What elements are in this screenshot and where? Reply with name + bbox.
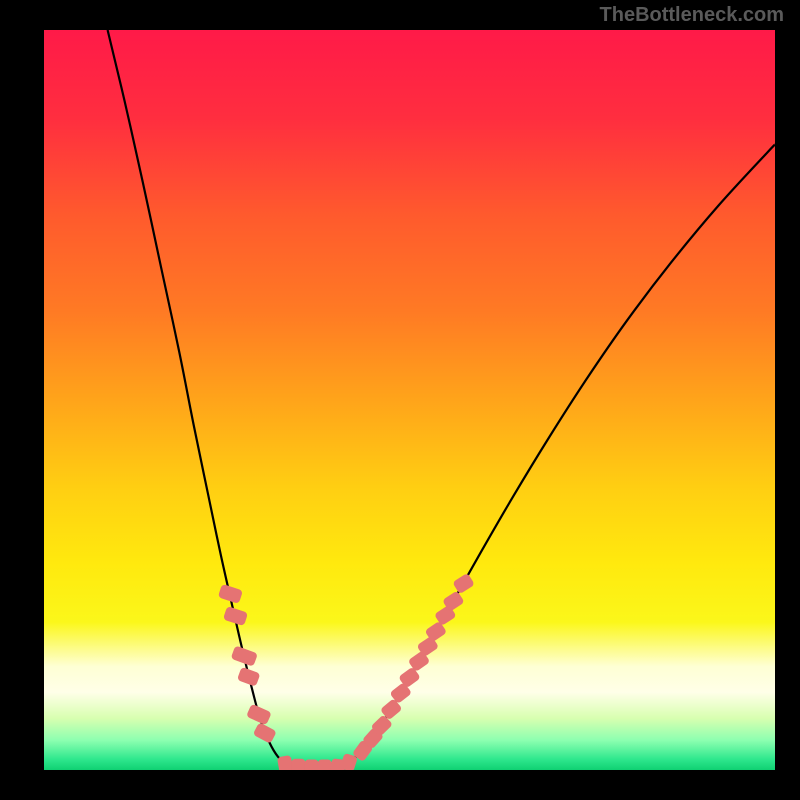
data-marker (231, 645, 258, 666)
data-marker (237, 667, 261, 687)
data-marker (318, 760, 332, 770)
data-marker (223, 606, 248, 626)
watermark-text: TheBottleneck.com (600, 4, 784, 27)
data-marker (452, 573, 475, 594)
data-markers (218, 573, 475, 770)
data-marker (291, 759, 305, 770)
chart-plot-area (44, 30, 775, 770)
data-marker (246, 704, 272, 726)
data-marker (305, 760, 319, 770)
data-marker (253, 722, 277, 744)
v-curve-line (108, 30, 775, 769)
data-marker (218, 584, 243, 604)
chart-content-layer (44, 30, 775, 770)
